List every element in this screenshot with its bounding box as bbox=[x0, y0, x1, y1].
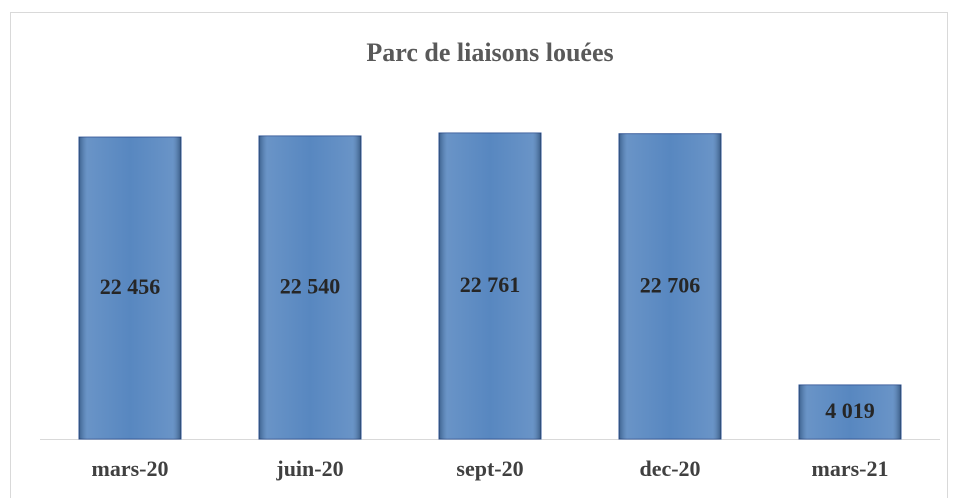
x-tick-label: mars-21 bbox=[812, 456, 889, 481]
value-label: 22 540 bbox=[280, 274, 341, 299]
bar-shine bbox=[259, 135, 361, 439]
bar-shine bbox=[79, 137, 181, 439]
bar-shine bbox=[619, 133, 721, 439]
value-label: 22 706 bbox=[640, 272, 701, 297]
x-tick-label: juin-20 bbox=[275, 456, 343, 481]
chart-title: Parc de liaisons louées bbox=[366, 38, 613, 67]
bar-shine bbox=[439, 133, 541, 439]
x-tick-label: dec-20 bbox=[639, 456, 700, 481]
x-tick-label: sept-20 bbox=[456, 456, 523, 481]
value-label: 22 456 bbox=[100, 274, 161, 299]
value-label: 4 019 bbox=[825, 398, 875, 423]
bar-shine bbox=[799, 384, 901, 439]
value-label: 22 761 bbox=[460, 272, 521, 297]
x-tick-label: mars-20 bbox=[92, 456, 169, 481]
